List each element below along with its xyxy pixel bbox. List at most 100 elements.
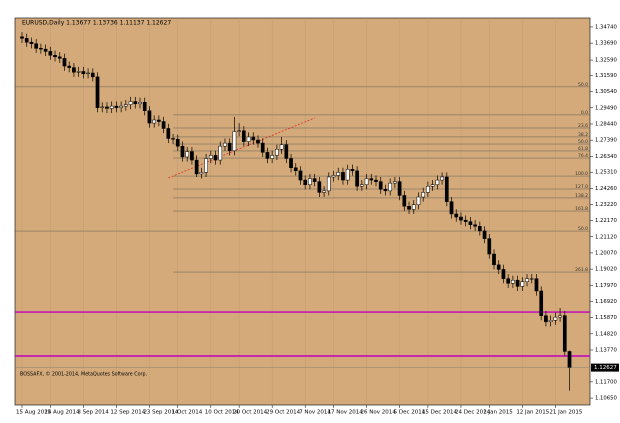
candle-body — [119, 105, 123, 108]
y-tick-label: 1.34740 — [595, 24, 618, 30]
candle-body — [166, 128, 171, 139]
y-tick-label: 1.30540 — [595, 89, 618, 95]
candle-body — [298, 170, 303, 181]
candle-body — [312, 178, 317, 182]
candle-body — [218, 145, 223, 161]
candle-body — [265, 152, 270, 159]
x-tick-label: 24 Dec 2014 — [455, 410, 491, 416]
candle-body — [86, 72, 90, 75]
x-tick-label: 3 Sep 2014 — [77, 410, 109, 416]
candle-body — [289, 158, 293, 168]
x-tick-label: 12 Sep 2014 — [110, 410, 145, 416]
candle-body — [303, 179, 308, 185]
candle-body — [142, 102, 147, 111]
candle-body — [284, 144, 289, 159]
candle-body — [123, 104, 128, 107]
y-tick-label: 1.21120 — [595, 234, 618, 240]
level-label: 100.0 — [575, 171, 588, 177]
plot-area — [14, 17, 591, 406]
y-tick-label: 1.23220 — [595, 202, 618, 208]
candle-body — [109, 105, 114, 109]
candle-body — [260, 142, 265, 153]
candle-body — [463, 219, 468, 222]
candle-body — [275, 149, 279, 156]
candle-body — [95, 76, 100, 108]
candle-body — [515, 279, 520, 287]
level-label: 0.0 — [581, 110, 588, 116]
y-tick-label: 1.24260 — [595, 186, 618, 192]
candle-body — [293, 167, 298, 172]
candle-body — [407, 206, 411, 210]
candle-body — [492, 253, 496, 266]
candle-body — [402, 195, 407, 207]
candle-body — [350, 169, 355, 172]
candle-body — [341, 172, 345, 181]
candle-body — [81, 71, 86, 75]
x-tick-label: 7 Nov 2014 — [299, 410, 331, 416]
level-label: 138.2 — [575, 193, 588, 199]
candle-body — [444, 176, 449, 202]
candle-body — [67, 65, 72, 68]
candle-body — [241, 130, 246, 142]
candle-body — [190, 151, 194, 161]
candle-body — [246, 136, 251, 142]
y-tick-label: 1.10650 — [595, 396, 618, 402]
candle-body — [175, 138, 180, 147]
candle-body — [199, 172, 204, 175]
price-label: 1.12627 — [594, 365, 617, 371]
candle-body — [553, 316, 558, 321]
candle-body — [411, 204, 416, 210]
candle-body — [477, 226, 482, 232]
candle-body — [501, 269, 506, 279]
y-tick-label: 1.33690 — [595, 41, 618, 47]
candle-body — [48, 51, 53, 56]
x-tick-label: 5 Dec 2014 — [394, 410, 426, 416]
level-label: 38.2 — [578, 132, 588, 138]
candle-body — [237, 130, 241, 132]
candle-body — [62, 58, 67, 67]
candle-body — [317, 181, 322, 193]
candle-body — [416, 196, 421, 205]
x-tick-label: 2 Jan 2015 — [483, 410, 513, 416]
candle-body — [279, 144, 284, 150]
y-tick-label: 1.13770 — [595, 348, 618, 354]
candle-body — [204, 158, 208, 173]
trendline — [168, 117, 315, 179]
candle-body — [459, 216, 463, 221]
x-tick-label: 26 Nov 2014 — [361, 410, 397, 416]
level-label: 50.0 — [578, 82, 588, 88]
candle-body — [180, 145, 185, 158]
copyright: BOSSAFX, © 2001-2014, MetaQuotes Softwar… — [20, 371, 147, 378]
candle-body — [208, 155, 213, 159]
candle-body — [397, 181, 402, 196]
candle-body — [53, 55, 57, 58]
candle-body — [435, 179, 440, 185]
y-tick-label: 1.19020 — [595, 267, 618, 273]
candle-body — [383, 189, 388, 192]
candle-body — [511, 279, 515, 284]
x-tick-label: 15 Dec 2014 — [422, 410, 458, 416]
candle-body — [345, 169, 350, 181]
level-label: 127.0 — [575, 184, 588, 190]
x-tick-label: 21 Jan 2015 — [549, 410, 582, 416]
candle-body — [421, 192, 426, 198]
candle-body — [76, 71, 81, 73]
candle-body — [213, 155, 218, 161]
y-tick-label: 1.31590 — [595, 73, 618, 79]
candle-body — [468, 221, 473, 225]
candle-body — [114, 105, 119, 108]
candle-body — [369, 178, 374, 181]
candle-body — [482, 230, 487, 239]
candle-body — [525, 278, 529, 283]
candle-body — [128, 101, 133, 105]
candle-body — [232, 131, 237, 152]
y-tick-label: 1.29490 — [595, 105, 618, 111]
candle-body — [105, 106, 109, 109]
candle-body — [90, 72, 95, 78]
candle-body — [359, 184, 364, 187]
candle-body — [194, 159, 199, 175]
y-tick-label: 1.25310 — [595, 170, 618, 176]
candle-body — [331, 175, 336, 178]
candle-body — [34, 43, 39, 49]
level-label: 261.8 — [575, 267, 588, 273]
